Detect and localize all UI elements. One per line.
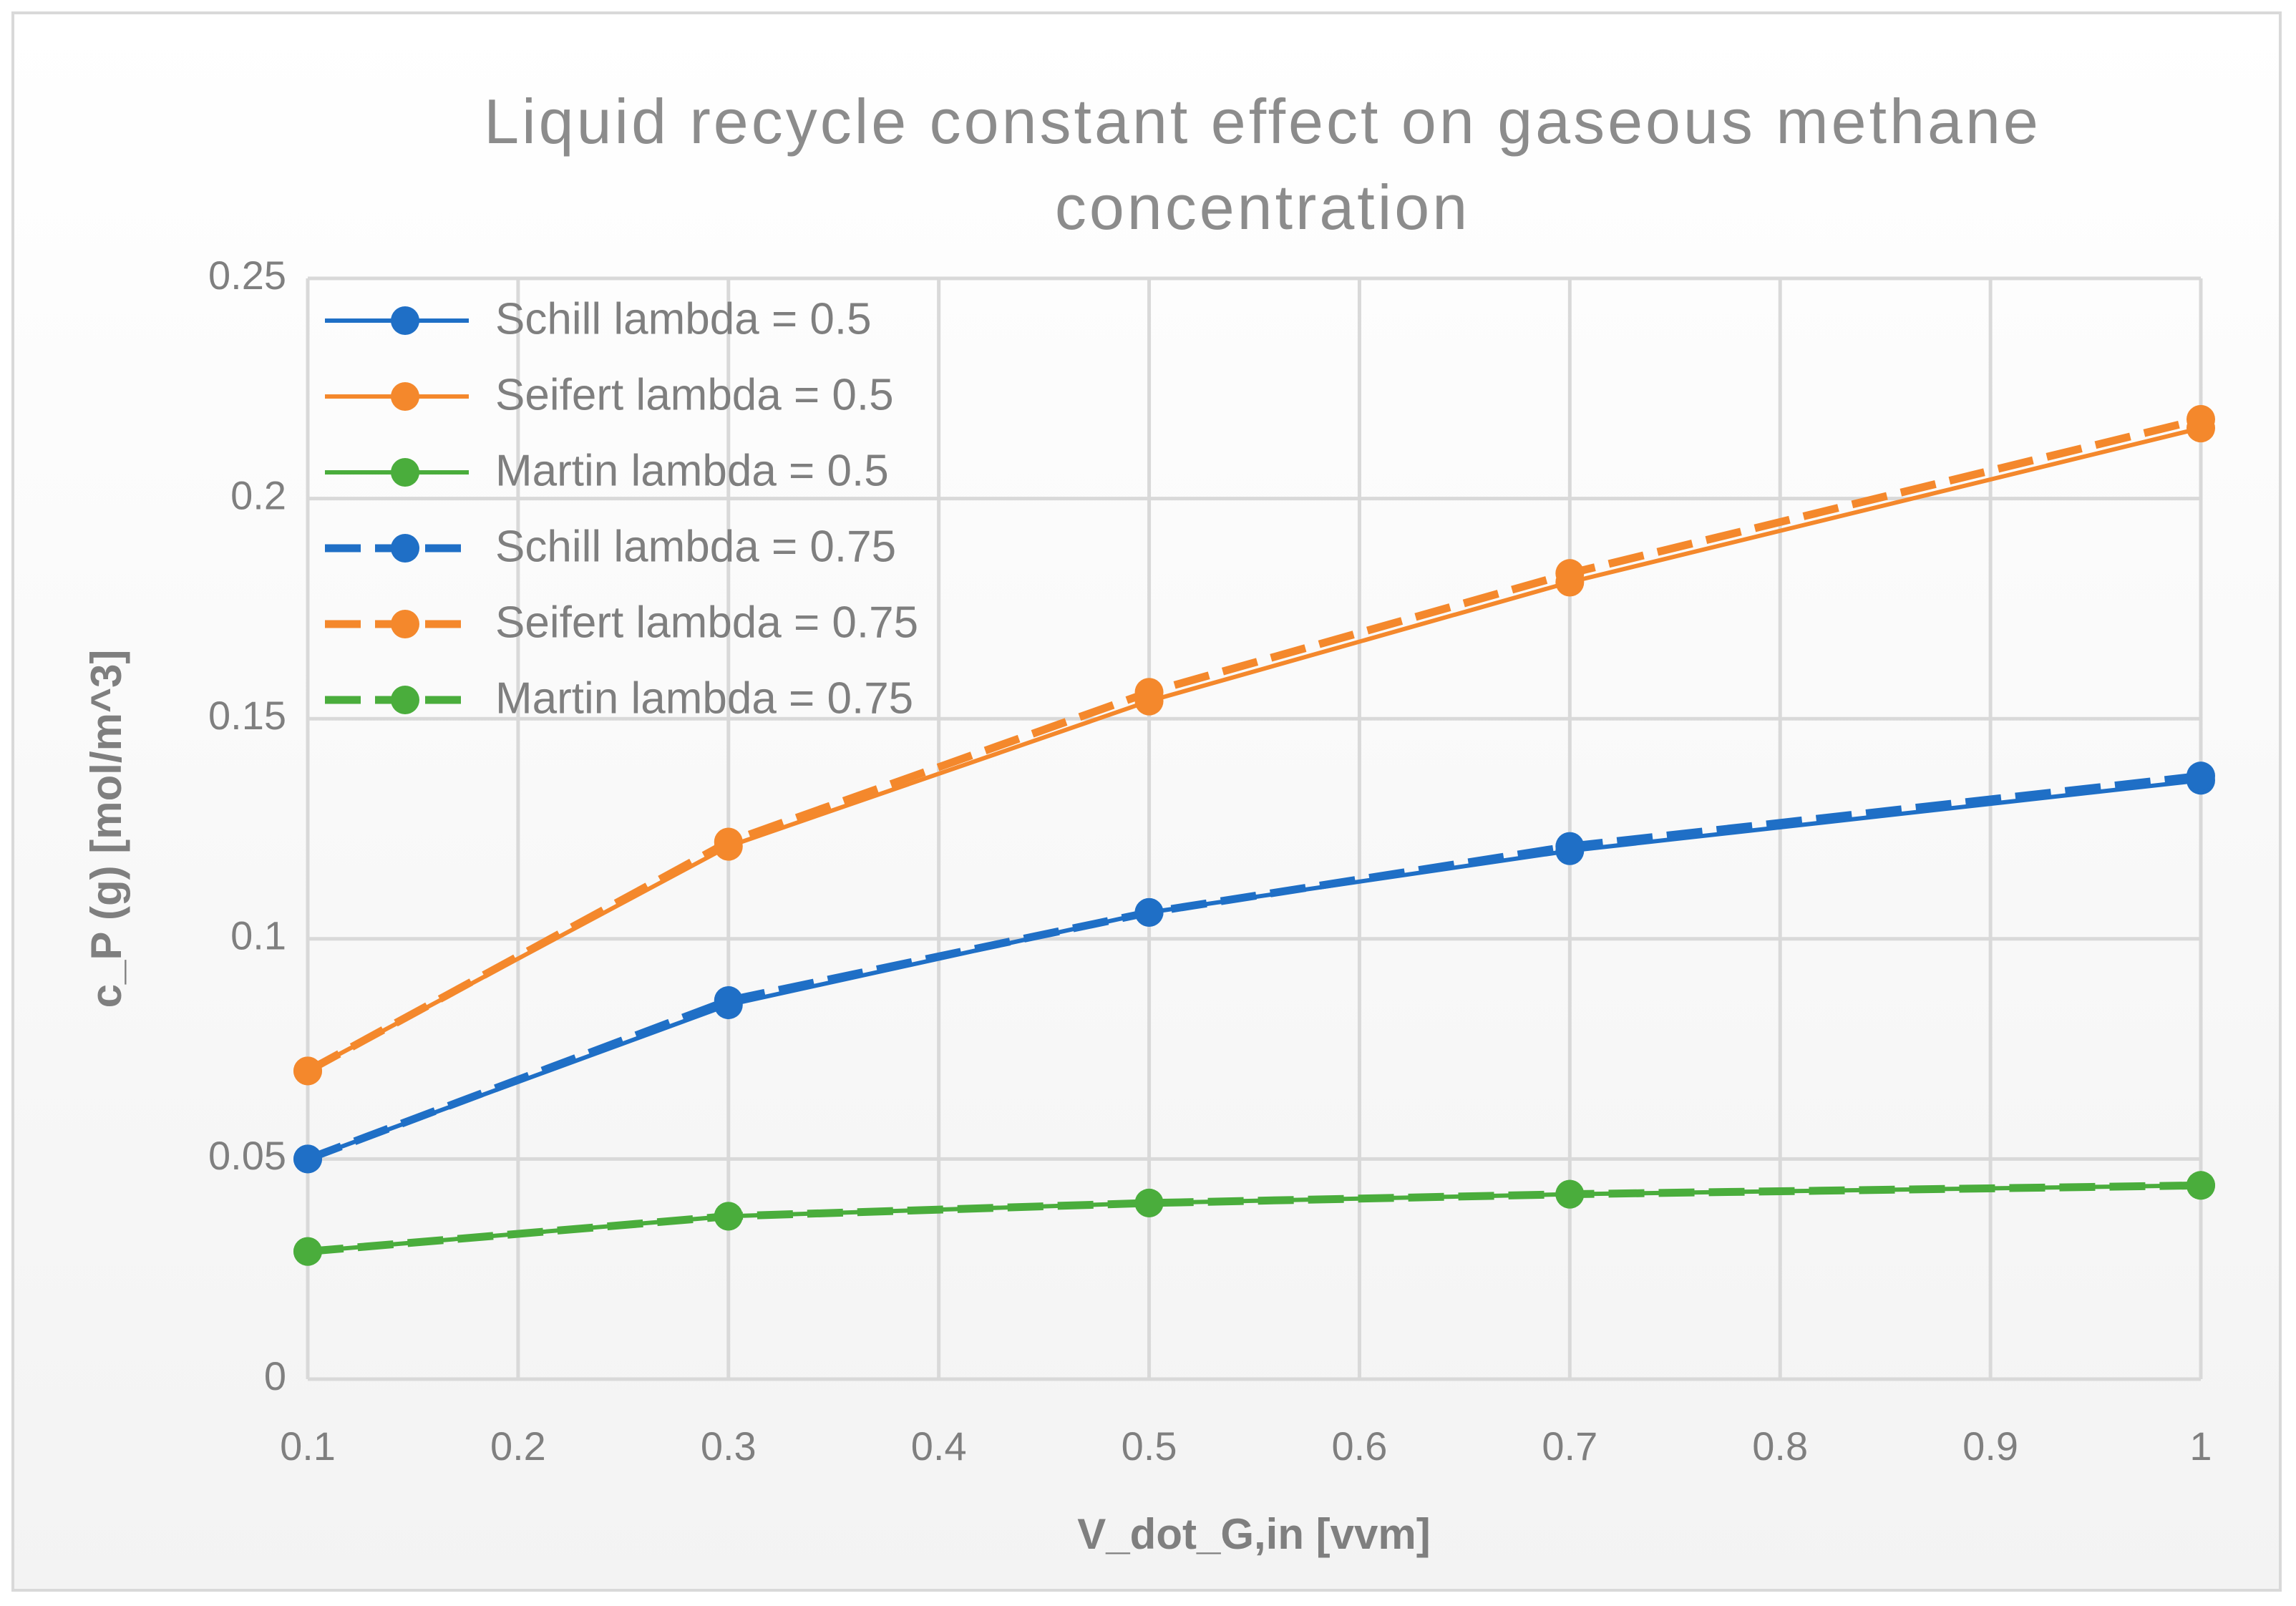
data-point: [2186, 1171, 2215, 1200]
y-tick-label: 0: [264, 1353, 286, 1398]
series-line: [306, 778, 2202, 1162]
series-line: [307, 1183, 2202, 1254]
legend-marker: [391, 458, 419, 487]
x-tick-label: 0.4: [911, 1424, 967, 1469]
data-point: [1555, 559, 1585, 588]
legend-label: Martin lambda = 0.5: [495, 446, 889, 495]
data-point: [1134, 1188, 1164, 1217]
data-point: [714, 827, 743, 857]
y-tick-label: 0.2: [230, 472, 286, 517]
legend-label: Schill lambda = 0.75: [495, 522, 896, 571]
x-axis-title: V_dot_G,in [vvm]: [1077, 1510, 1430, 1558]
legend-marker: [391, 382, 419, 411]
data-point: [714, 986, 743, 1015]
series-line: [307, 1181, 2202, 1256]
legend-label: Seifert lambda = 0.75: [495, 598, 918, 647]
legend-label: Schill lambda = 0.5: [495, 294, 872, 344]
x-tick-label: 0.5: [1122, 1424, 1177, 1469]
data-point: [293, 1144, 322, 1174]
x-tick-label: 0.3: [701, 1424, 757, 1469]
series-line: [306, 772, 2202, 1163]
x-tick-label: 0.1: [280, 1424, 336, 1469]
data-point: [1555, 1179, 1585, 1209]
data-point: [2186, 761, 2215, 791]
x-tick-label: 0.6: [1332, 1424, 1388, 1469]
data-point: [293, 1237, 322, 1266]
data-point: [2186, 404, 2215, 434]
data-point: [1134, 678, 1164, 707]
y-tick-label: 0.1: [230, 913, 286, 958]
x-tick-label: 1: [2189, 1424, 2212, 1469]
data-point: [1555, 832, 1585, 861]
legend-label: Seifert lambda = 0.5: [495, 370, 894, 419]
legend-marker: [391, 686, 419, 714]
y-tick-label: 0.25: [208, 253, 286, 298]
legend-marker: [391, 610, 419, 638]
data-point: [714, 1202, 743, 1231]
legend-label: Martin lambda = 0.75: [495, 673, 913, 723]
x-tick-label: 0.9: [1962, 1424, 2018, 1469]
y-tick-label: 0.15: [208, 693, 286, 738]
legend-marker: [391, 306, 419, 335]
x-tick-label: 0.8: [1752, 1424, 1808, 1469]
data-point: [1134, 897, 1164, 927]
data-point: [293, 1056, 322, 1086]
chart-frame: [11, 11, 2282, 1592]
legend-marker: [391, 534, 419, 563]
y-tick-label: 0.05: [208, 1133, 286, 1178]
y-axis-title: c_P (g) [mol/m^3]: [82, 650, 130, 1008]
x-tick-label: 0.2: [490, 1424, 546, 1469]
series-line: [306, 415, 2202, 1075]
grid: [306, 276, 2203, 1381]
chart-title: Liquid recycle constant effect on gaseou…: [484, 86, 2041, 243]
x-tick-label: 0.7: [1542, 1424, 1597, 1469]
